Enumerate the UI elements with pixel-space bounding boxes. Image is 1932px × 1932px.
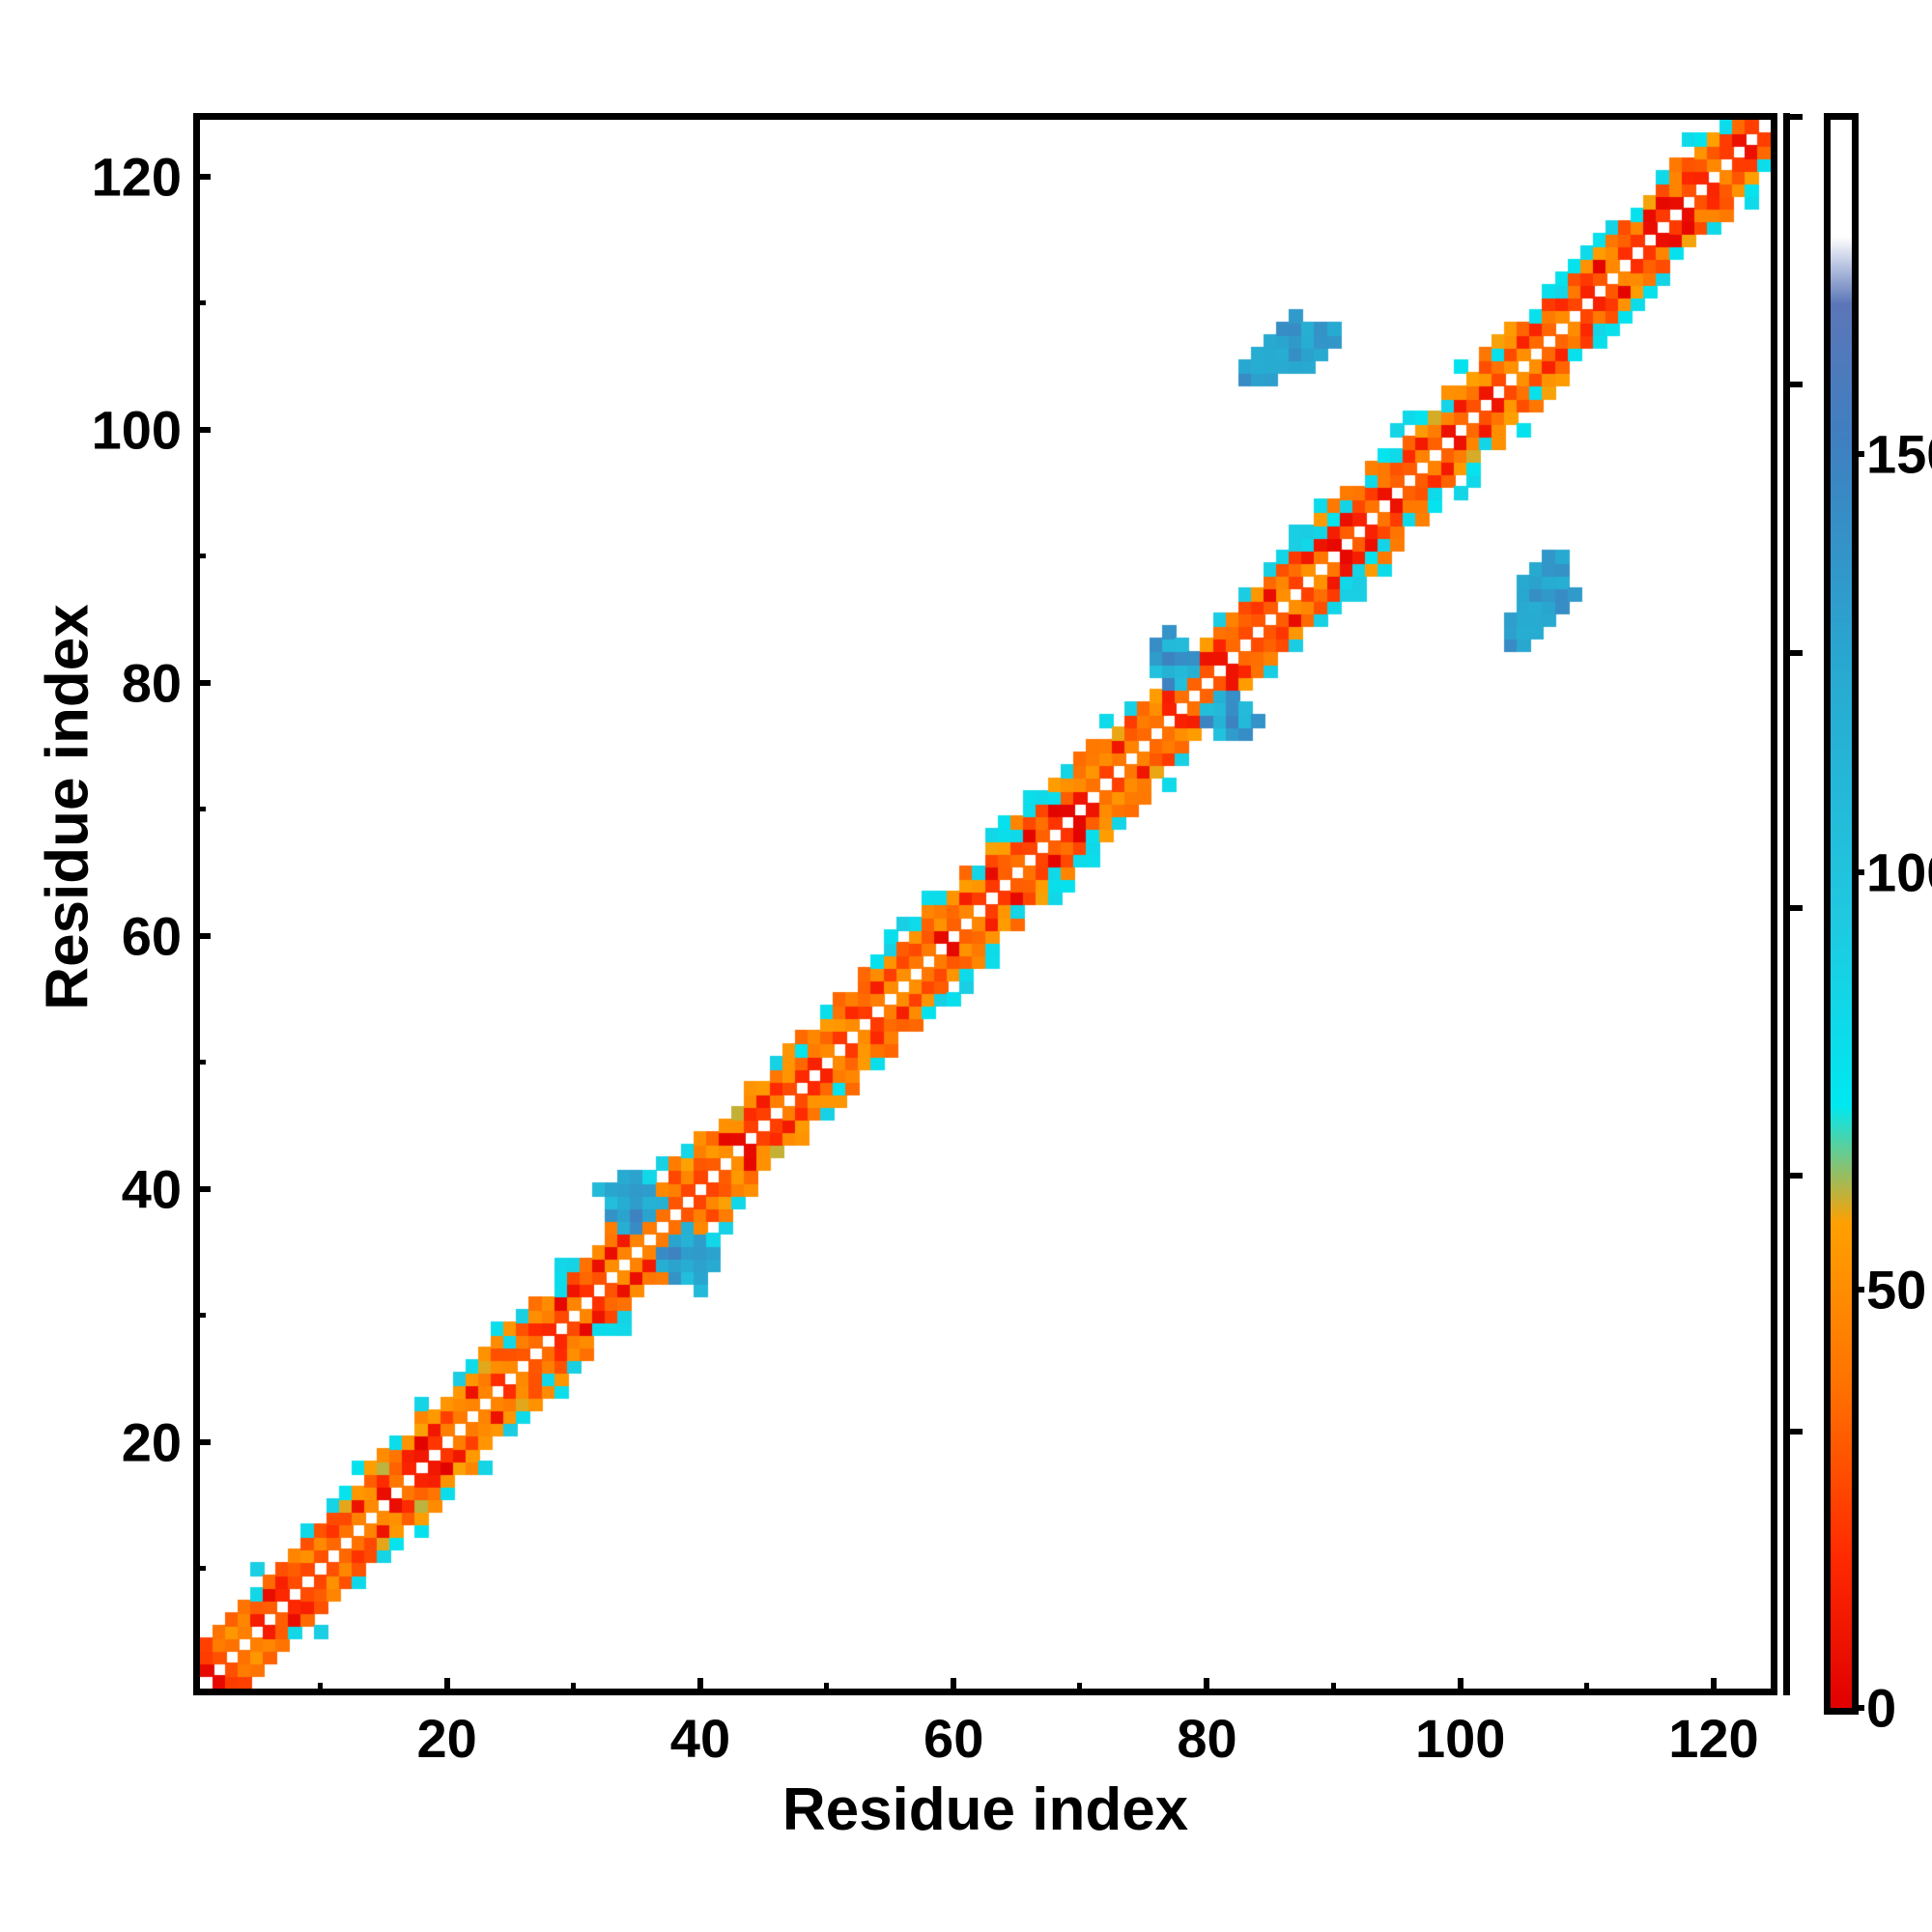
y-tick-label-100: 100 [91,399,182,461]
x-tick-label-40: 40 [669,1708,731,1769]
x-tick-20 [443,1678,450,1693]
x-minor-tick-90 [1330,1683,1336,1693]
y-tick-label-60: 60 [121,905,182,967]
y-minor-tick-30 [195,1312,206,1318]
y-tick-80 [195,679,211,686]
colorbar-tick-50 [1852,1287,1864,1293]
y-tick-label-20: 20 [121,1411,182,1473]
colorbar-tick-label-100: 100 [1866,841,1932,903]
y-tick-60 [195,932,211,939]
x-tick-120 [1710,1678,1717,1693]
y-tick-label-80: 80 [121,652,182,714]
aux-tick-3 [1790,905,1803,911]
x-tick-100 [1457,1678,1463,1693]
x-minor-tick-10 [317,1683,323,1693]
colorbar-tick-0 [1852,1705,1864,1711]
y-minor-tick-10 [195,1565,206,1571]
heatmap-plot-area [193,113,1777,1695]
x-axis-title: Residue index [781,1776,1189,1843]
y-minor-tick-110 [195,299,206,305]
x-tick-label-100: 100 [1415,1708,1506,1769]
y-tick-20 [195,1438,211,1445]
colorbar-gradient [1831,120,1852,1708]
y-tick-label-40: 40 [121,1158,182,1220]
aux-tick-0 [1790,114,1803,120]
x-minor-tick-110 [1583,1683,1589,1693]
colorbar-tick-100 [1852,868,1864,875]
y-minor-tick-90 [195,553,206,558]
x-tick-label-20: 20 [416,1708,477,1769]
y-minor-tick-70 [195,806,206,811]
y-tick-40 [195,1185,211,1192]
x-tick-label-60: 60 [923,1708,984,1769]
colorbar: 0 50 100 150 [1824,113,1932,1739]
y-minor-tick-50 [195,1059,206,1065]
x-tick-80 [1204,1678,1210,1693]
colorbar-tick-label-150: 150 [1866,423,1932,485]
colorbar-tick-label-0: 0 [1866,1677,1897,1739]
aux-tick-1 [1790,382,1803,388]
x-tick-label-120: 120 [1668,1708,1759,1769]
x-tick-40 [696,1678,703,1693]
aux-tick-2 [1790,649,1803,656]
y-axis-title: Residue index [34,604,101,1010]
x-minor-tick-30 [570,1683,576,1693]
colorbar-axis-rule [1783,113,1803,1695]
y-tick-100 [195,426,211,433]
aux-tick-4 [1790,1173,1803,1179]
aux-tick-5 [1790,1428,1803,1435]
x-tick-60 [951,1678,957,1693]
x-tick-label-80: 80 [1177,1708,1237,1769]
contact-map-canvas [200,120,1771,1689]
x-minor-tick-70 [1077,1683,1083,1693]
x-minor-tick-50 [824,1683,830,1693]
colorbar-tick-label-50: 50 [1866,1259,1927,1321]
y-tick-label-120: 120 [91,146,182,208]
y-tick-120 [195,173,211,180]
colorbar-tick-150 [1852,451,1864,458]
